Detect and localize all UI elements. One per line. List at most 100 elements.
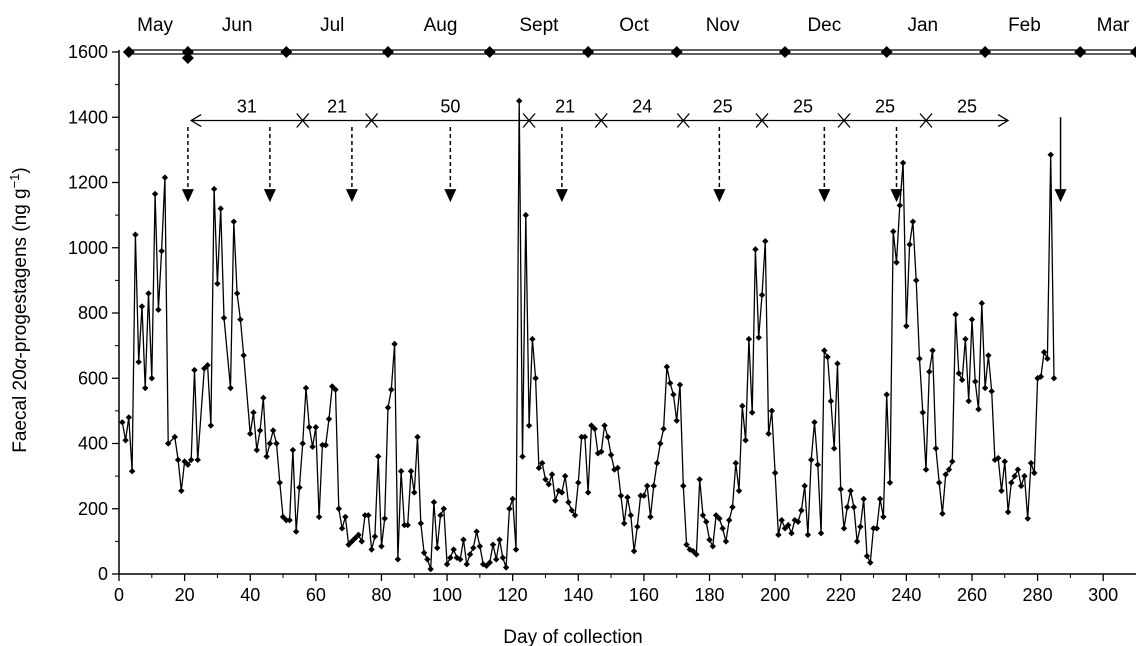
x-tick-label: 0 (114, 585, 124, 605)
data-point (506, 505, 513, 512)
data-point (899, 159, 907, 167)
data-point (276, 479, 283, 486)
data-point (417, 520, 425, 527)
data-point (414, 433, 421, 441)
y-axis-title-post: -progestagens (ng g (10, 188, 31, 358)
month-label: Nov (706, 15, 740, 36)
data-point (237, 316, 244, 323)
dashed-arrow-head (181, 189, 194, 203)
data-point (345, 541, 352, 548)
month-marker (483, 46, 496, 58)
data-point (617, 492, 625, 499)
data-point (952, 311, 959, 318)
data-point (286, 516, 293, 524)
data-point (578, 433, 585, 441)
data-point (666, 379, 674, 387)
data-point (785, 521, 792, 529)
data-point (922, 466, 930, 473)
data-point (247, 430, 254, 437)
data-point (434, 544, 441, 552)
data-point (758, 291, 766, 299)
x-tick-label: 260 (957, 585, 987, 605)
data-point (752, 246, 759, 253)
x-tick-label: 80 (371, 585, 391, 605)
dashed-arrow-head (890, 189, 903, 203)
data-point (706, 536, 713, 543)
data-point (296, 484, 303, 491)
data-point (745, 335, 753, 343)
data-point (972, 378, 979, 385)
data-point (437, 512, 444, 519)
data-point (358, 538, 365, 545)
data-point (394, 556, 402, 563)
data-point (853, 538, 861, 545)
data-point (486, 559, 493, 566)
data-point (1037, 373, 1045, 380)
data-point (352, 534, 359, 542)
data-point (325, 415, 333, 423)
data-point (420, 549, 428, 556)
data-point (634, 523, 641, 530)
month-marker (670, 46, 683, 58)
data-point (283, 516, 290, 524)
data-point (739, 402, 746, 410)
data-point (890, 228, 897, 235)
data-point (837, 485, 844, 493)
x-tick-label: 180 (694, 585, 724, 605)
data-point (151, 190, 159, 198)
data-point (210, 185, 218, 193)
y-tick-label: 0 (98, 564, 108, 584)
dashed-arrow-head (818, 189, 831, 203)
data-point (207, 422, 215, 429)
data-point (217, 205, 224, 212)
data-point (476, 543, 484, 550)
data-point (1004, 508, 1012, 516)
data-point (181, 458, 188, 465)
month-label: Jul (320, 15, 344, 36)
data-point (171, 433, 178, 441)
interval-label: 25 (793, 97, 813, 117)
data-point (361, 512, 369, 519)
data-point (863, 552, 871, 560)
solid-arrow-head (1054, 189, 1067, 203)
data-point (909, 218, 917, 225)
data-point (893, 259, 900, 266)
data-point (535, 464, 543, 472)
data-point (939, 510, 946, 517)
data-point (1044, 355, 1051, 362)
y-axis-title-sup: −1 (7, 174, 22, 189)
month-marker (880, 46, 893, 58)
data-point (834, 360, 841, 367)
data-point (726, 516, 733, 524)
month-label: Jan (907, 15, 938, 36)
month-label: Mar (1097, 15, 1130, 36)
data-point (762, 238, 769, 245)
data-point (670, 391, 677, 398)
data-point (689, 547, 697, 555)
data-point (988, 388, 995, 395)
dashed-arrow-head (444, 189, 457, 203)
data-point (912, 277, 920, 284)
data-point (985, 352, 992, 359)
data-point (775, 531, 782, 539)
dashed-arrow-head (263, 189, 276, 203)
data-point (384, 404, 392, 411)
data-point (712, 512, 720, 519)
dashed-arrow-head (555, 189, 568, 203)
data-point (571, 512, 579, 519)
data-point (391, 340, 398, 348)
data-point (932, 445, 940, 452)
data-point (440, 505, 447, 512)
data-point (201, 365, 208, 372)
month-marker-band (122, 46, 1136, 64)
data-point (342, 513, 349, 521)
data-point (128, 468, 136, 475)
month-marker (1074, 46, 1087, 58)
data-point (233, 290, 241, 297)
data-point (880, 513, 887, 521)
data-point (470, 544, 477, 552)
data-point (716, 515, 723, 522)
data-point (804, 531, 812, 539)
interval-label: 21 (555, 97, 575, 117)
data-point (502, 564, 510, 571)
